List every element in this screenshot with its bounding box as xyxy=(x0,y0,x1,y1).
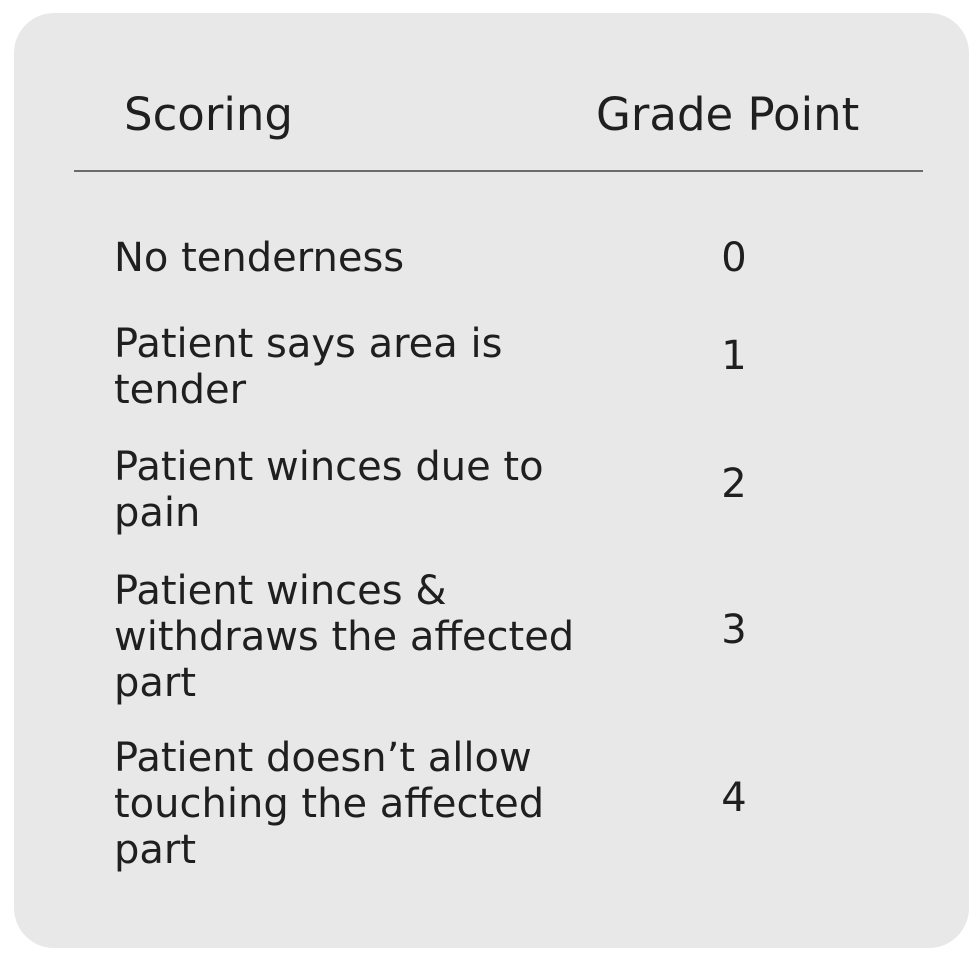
row-4-grade: 4 xyxy=(721,775,747,821)
header-divider xyxy=(74,170,923,172)
row-1-grade: 1 xyxy=(721,333,747,379)
row-2-scoring: Patient winces due to pain xyxy=(114,444,544,536)
row-0-scoring: No tenderness xyxy=(114,235,405,281)
row-0-grade: 0 xyxy=(721,235,747,281)
row-1-scoring: Patient says area is tender xyxy=(114,321,503,413)
row-2-grade: 2 xyxy=(721,461,747,507)
tenderness-scoring-table: Scoring Grade Point No tenderness 0 Pati… xyxy=(14,13,969,948)
row-3-scoring: Patient winces & withdraws the affected … xyxy=(114,568,575,706)
row-3-grade: 3 xyxy=(721,607,747,653)
row-4-scoring: Patient doesn’t allow touching the affec… xyxy=(114,735,545,873)
header-grade-point: Grade Point xyxy=(596,88,860,141)
header-scoring: Scoring xyxy=(124,88,293,141)
